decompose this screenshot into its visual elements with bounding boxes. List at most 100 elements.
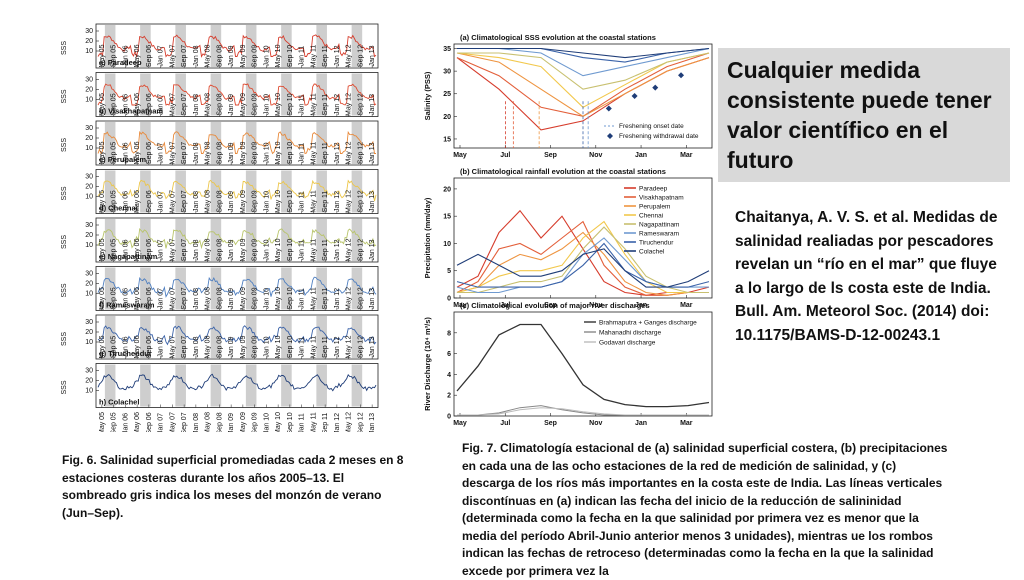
time-tick-label: Sep 11	[322, 94, 329, 116]
time-tick-label: Jan 07	[158, 288, 165, 309]
monsoon-shading	[316, 219, 327, 261]
monsoon-shading	[316, 122, 327, 164]
time-tick-label: May 11	[310, 336, 317, 359]
time-tick-label: Sep 06	[146, 336, 153, 358]
time-tick-label: May 08	[205, 93, 212, 116]
time-tick-label: Jan 09	[228, 239, 235, 260]
station-sss-line	[97, 34, 377, 59]
time-tick-label: Jan 08	[193, 191, 200, 212]
legend-withdrawal-diamond	[607, 133, 613, 139]
month-tick-label: Jul	[500, 420, 510, 427]
time-tick-label: Sep 05	[111, 142, 118, 164]
monsoon-shading	[281, 122, 292, 164]
monsoon-shading	[316, 364, 327, 407]
time-tick-label: Jan 13	[369, 45, 376, 66]
monsoon-shading	[104, 219, 116, 261]
time-tick-label: May 12	[346, 141, 353, 164]
sss-ytick: 20	[85, 378, 93, 385]
panel-ytick: 20	[443, 186, 451, 193]
time-tick-label: Jan 06	[122, 142, 129, 163]
time-tick-label: Sep 11	[322, 239, 329, 261]
time-tick-label: Jan 13	[369, 413, 376, 432]
series-line	[457, 52, 710, 90]
time-tick-label: May 06	[134, 141, 141, 164]
sss-ytick: 30	[85, 77, 93, 84]
time-tick-label: Sep 12	[357, 142, 364, 164]
station-label: f) Rameswaram	[99, 301, 155, 310]
time-tick-label: May 07	[169, 141, 176, 164]
sss-ytick: 10	[85, 339, 93, 346]
time-tick-label: Jan 11	[299, 191, 306, 212]
series-line	[456, 248, 710, 288]
time-tick-label: Jan 10	[263, 288, 270, 309]
monsoon-shading	[210, 170, 222, 213]
time-tick-label: Sep 11	[322, 413, 329, 432]
time-tick-label: Jan 11	[299, 94, 306, 115]
legend-river-label: Godavari discharge	[599, 340, 656, 347]
month-tick-label: May	[453, 302, 467, 309]
time-tick-label: Sep 08	[216, 336, 223, 358]
time-tick-label: Jan 06	[122, 94, 129, 115]
month-tick-label: Mar	[680, 152, 693, 159]
time-tick-label: Jan 12	[334, 142, 341, 163]
time-tick-label: Jan 09	[228, 142, 235, 163]
time-tick-label: Jan 08	[193, 94, 200, 115]
time-tick-label: Sep 10	[287, 336, 294, 358]
time-tick-label: Sep 12	[357, 93, 364, 115]
panel-ytick: 0	[447, 296, 451, 303]
month-tick-label: Sep	[544, 302, 557, 309]
panel-ytick: 10	[443, 241, 451, 248]
time-tick-label: Jan 06	[122, 239, 129, 260]
series-line	[457, 407, 709, 416]
time-tick-label: Jan 10	[263, 336, 270, 357]
monsoon-shading	[210, 73, 222, 116]
time-tick-label: Jan 06	[122, 336, 129, 357]
time-tick-label: Sep 08	[216, 93, 223, 115]
legend-station-label: Perupalem	[639, 204, 670, 211]
time-tick-label: May 11	[310, 45, 317, 68]
monsoon-shading	[210, 316, 222, 358]
month-tick-label: Jan	[635, 302, 647, 309]
monsoon-shading	[316, 267, 327, 310]
time-tick-label: May 10	[275, 412, 282, 432]
time-tick-label: Jan 13	[369, 288, 376, 309]
time-tick-label: Sep 08	[216, 190, 223, 212]
monsoon-shading	[175, 170, 186, 213]
time-tick-label: Jan 11	[299, 143, 306, 164]
time-tick-label: Sep 06	[146, 142, 153, 164]
monsoon-shading	[245, 219, 257, 261]
monsoon-shading	[104, 170, 116, 213]
time-tick-label: Jan 11	[299, 46, 306, 67]
title-box	[718, 48, 1010, 182]
time-tick-label: Sep 07	[181, 239, 188, 261]
panel-ylabel: River Discharge (10⁴ m³/s)	[423, 317, 432, 411]
station-label: g) Tiruchendur	[99, 349, 152, 358]
monsoon-shading	[245, 316, 257, 358]
station-sss-line	[97, 83, 377, 106]
time-tick-label: May 09	[240, 190, 247, 213]
time-tick-label: May 10	[275, 335, 282, 358]
withdrawal-diamond	[678, 72, 685, 79]
panel-ytick: 15	[443, 214, 451, 221]
time-tick-label: Sep 10	[287, 190, 294, 212]
monsoon-shading	[175, 267, 186, 310]
time-tick-label: Jan 07	[158, 239, 165, 260]
time-tick-label: Sep 11	[322, 288, 329, 310]
time-tick-label: May 12	[346, 238, 353, 261]
station-sss-line	[97, 179, 377, 202]
time-tick-label: Sep 09	[252, 336, 259, 358]
station-sss-line	[97, 325, 377, 346]
fig7-climatology-figure: (a) Climatological SSS evolution at the …	[423, 33, 713, 427]
citation-text: Chaitanya, A. V. S. et al. Medidas de sa…	[735, 209, 998, 344]
legend-withdrawal-label: Freshening withdrawal date	[619, 133, 699, 140]
legend-river-label: Mahanadhi discharge	[599, 330, 662, 337]
time-tick-label: May 09	[240, 335, 247, 358]
panel-title: (c) Climatological evolution of major ri…	[460, 301, 650, 310]
time-tick-label: May 06	[134, 412, 141, 432]
time-tick-label: Jan 11	[299, 288, 306, 309]
monsoon-shading	[351, 316, 363, 358]
time-tick-label: May 08	[205, 190, 212, 213]
time-tick-label: May 05	[99, 238, 106, 261]
sss-ytick: 20	[85, 329, 93, 336]
time-tick-label: May 07	[169, 287, 176, 310]
